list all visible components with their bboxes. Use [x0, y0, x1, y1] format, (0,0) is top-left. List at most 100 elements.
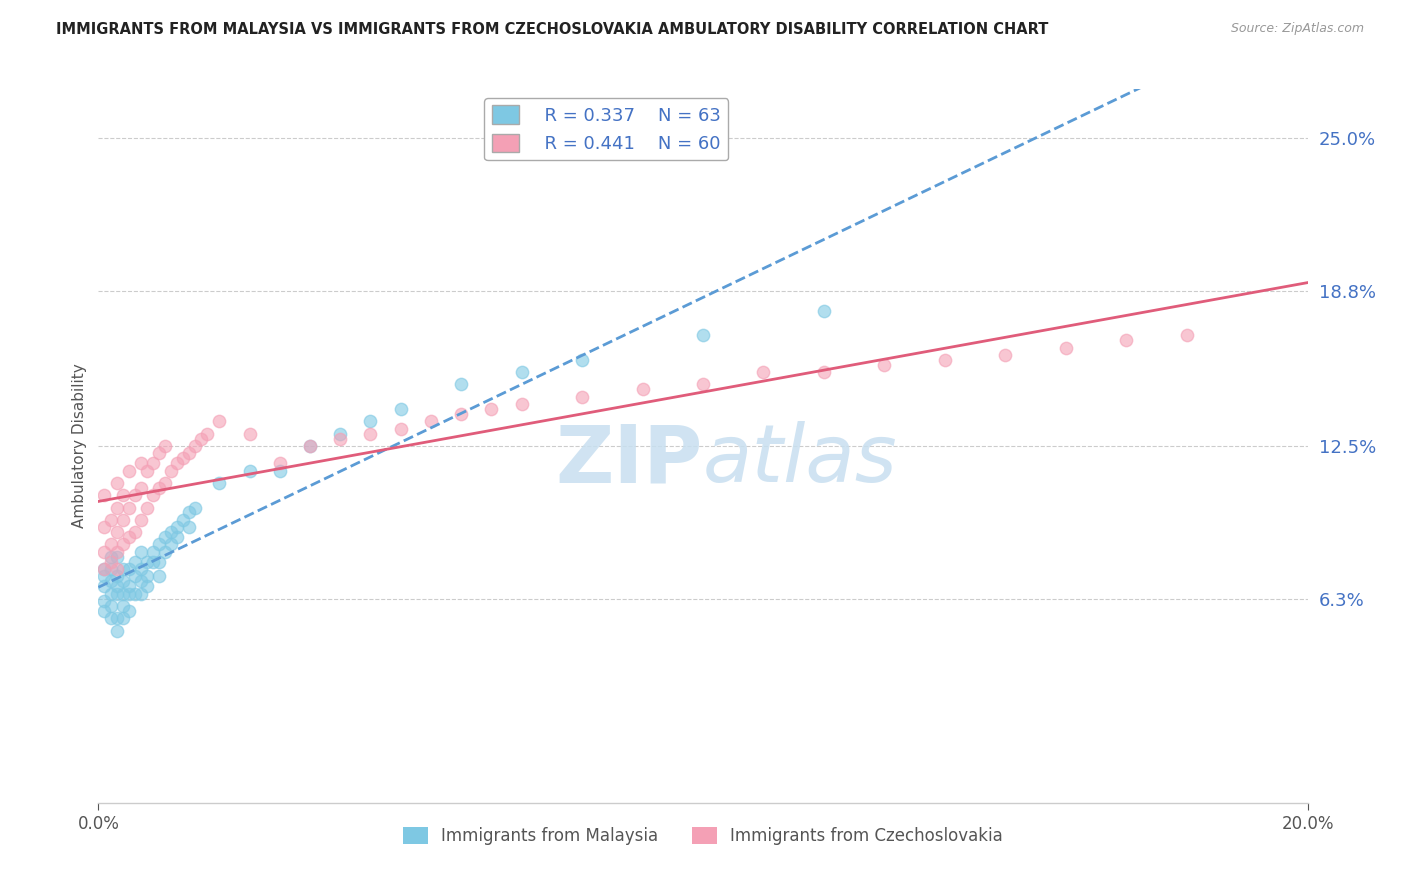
Point — [135, 555, 157, 569]
Point — [129, 587, 152, 601]
Point — [142, 488, 165, 502]
Point — [269, 464, 291, 478]
Point — [450, 407, 472, 421]
Point — [153, 475, 176, 490]
Point — [100, 574, 122, 589]
Point — [510, 365, 533, 379]
Point — [142, 456, 165, 470]
Point — [93, 562, 115, 576]
Point — [105, 545, 128, 559]
Point — [148, 481, 170, 495]
Point — [329, 426, 352, 441]
Point — [142, 545, 165, 559]
Point — [153, 545, 176, 559]
Point — [129, 545, 152, 559]
Point — [631, 383, 654, 397]
Point — [389, 422, 412, 436]
Point — [160, 525, 183, 540]
Point — [166, 456, 188, 470]
Point — [239, 426, 262, 441]
Point — [105, 525, 128, 540]
Point — [160, 537, 183, 551]
Point — [148, 537, 170, 551]
Y-axis label: Ambulatory Disability: Ambulatory Disability — [72, 364, 87, 528]
Point — [148, 569, 170, 583]
Point — [93, 562, 115, 576]
Point — [389, 402, 412, 417]
Point — [93, 594, 115, 608]
Point — [93, 520, 115, 534]
Point — [111, 574, 134, 589]
Point — [179, 505, 201, 519]
Point — [93, 488, 115, 502]
Point — [299, 439, 322, 453]
Point — [100, 562, 122, 576]
Point — [100, 599, 122, 613]
Text: atlas: atlas — [703, 421, 898, 500]
Point — [129, 456, 152, 470]
Point — [105, 569, 128, 583]
Point — [105, 587, 128, 601]
Point — [1115, 333, 1137, 347]
Point — [166, 520, 188, 534]
Point — [1175, 328, 1198, 343]
Point — [105, 611, 128, 625]
Point — [93, 579, 115, 593]
Point — [184, 439, 207, 453]
Point — [118, 562, 141, 576]
Point — [100, 611, 122, 625]
Point — [135, 464, 157, 478]
Point — [360, 426, 382, 441]
Point — [148, 555, 170, 569]
Point — [994, 348, 1017, 362]
Point — [111, 513, 134, 527]
Point — [118, 530, 141, 544]
Point — [105, 562, 128, 576]
Point — [100, 549, 122, 564]
Point — [269, 456, 291, 470]
Point — [420, 414, 443, 428]
Point — [299, 439, 322, 453]
Point — [129, 481, 152, 495]
Point — [179, 520, 201, 534]
Point — [208, 414, 231, 428]
Point — [360, 414, 382, 428]
Legend: Immigrants from Malaysia, Immigrants from Czechoslovakia: Immigrants from Malaysia, Immigrants fro… — [396, 820, 1010, 852]
Point — [172, 451, 194, 466]
Point — [124, 525, 146, 540]
Point — [172, 513, 194, 527]
Point — [571, 390, 593, 404]
Point — [118, 579, 141, 593]
Point — [93, 604, 115, 618]
Point — [105, 549, 128, 564]
Point — [111, 537, 134, 551]
Point — [105, 579, 128, 593]
Point — [571, 352, 593, 367]
Point — [239, 464, 262, 478]
Text: Source: ZipAtlas.com: Source: ZipAtlas.com — [1230, 22, 1364, 36]
Text: ZIP: ZIP — [555, 421, 703, 500]
Point — [450, 377, 472, 392]
Point — [100, 513, 122, 527]
Point — [160, 464, 183, 478]
Point — [100, 587, 122, 601]
Point — [692, 377, 714, 392]
Point — [93, 545, 115, 559]
Point — [148, 446, 170, 460]
Point — [195, 426, 218, 441]
Point — [100, 537, 122, 551]
Point — [813, 365, 835, 379]
Point — [118, 604, 141, 618]
Point — [190, 432, 212, 446]
Point — [111, 611, 134, 625]
Point — [934, 352, 956, 367]
Point — [124, 488, 146, 502]
Point — [873, 358, 896, 372]
Point — [111, 488, 134, 502]
Point — [118, 587, 141, 601]
Point — [124, 587, 146, 601]
Text: IMMIGRANTS FROM MALAYSIA VS IMMIGRANTS FROM CZECHOSLOVAKIA AMBULATORY DISABILITY: IMMIGRANTS FROM MALAYSIA VS IMMIGRANTS F… — [56, 22, 1049, 37]
Point — [135, 569, 157, 583]
Point — [481, 402, 503, 417]
Point — [135, 579, 157, 593]
